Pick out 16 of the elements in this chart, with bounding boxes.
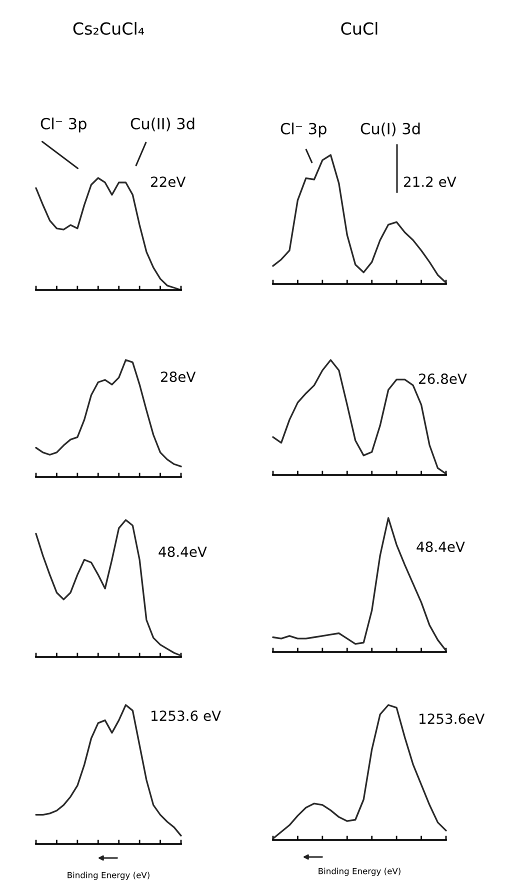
annotation: 22eV	[151, 176, 186, 188]
annotation: 48.4eV	[158, 546, 207, 558]
chart-title: Cs₂CuCl₄	[73, 22, 144, 35]
text: Cu(I) 3d	[360, 122, 420, 136]
annotation: 1253.6eV	[420, 714, 485, 724]
annotation: 21.2 eV	[404, 176, 456, 188]
x-axis-title: Binding Energy (eV)	[68, 872, 150, 880]
annotation: 1253.6 eV	[152, 710, 221, 722]
annotation: 48.4eV	[416, 542, 465, 552]
annotation: 26.8eV	[419, 374, 467, 384]
annotation: 28eV	[161, 372, 196, 382]
text: Cu(II) 3d	[130, 118, 194, 132]
text: Cl⁻ 3p	[40, 118, 86, 132]
text: Cl⁻ 3p	[280, 122, 326, 138]
chart-title: CuCl	[341, 22, 378, 35]
x-axis-title: Binding Energy (eV)	[318, 868, 400, 876]
